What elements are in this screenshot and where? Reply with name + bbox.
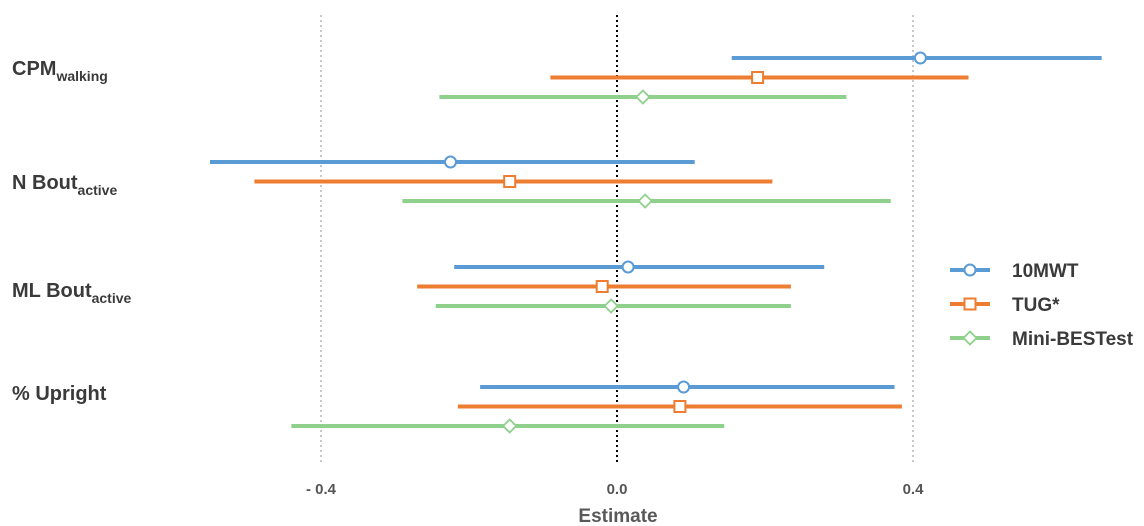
legend-marker xyxy=(962,330,978,346)
point-TUG*-3 xyxy=(673,400,687,413)
legend-marker xyxy=(963,263,977,277)
point-10MWT-3 xyxy=(677,380,691,394)
category-label-1: N Boutactive xyxy=(12,172,117,198)
category-labels: CPMwalking N Boutactive ML Boutactive % Upr… xyxy=(12,58,132,405)
point-Mini-BESTest-1 xyxy=(637,193,653,209)
point-TUG*-2 xyxy=(595,280,609,293)
point-10MWT-2 xyxy=(621,260,635,274)
point-TUG*-1 xyxy=(503,175,517,188)
point-Mini-BESTest-3 xyxy=(501,418,518,434)
legend-label: Mini-BESTest xyxy=(1012,329,1134,350)
legend-item-10MWT: 10MWT xyxy=(950,261,1079,282)
x-tick-label-2: 0.4 xyxy=(903,481,925,498)
legend: 10MWT TUG* Mini-BESTest xyxy=(950,261,1134,350)
x-axis-label: Estimate xyxy=(578,506,657,526)
category-label-0: CPMwalking xyxy=(12,58,108,84)
legend-label: 10MWT xyxy=(1012,261,1079,282)
x-tick-label-1: 0.0 xyxy=(607,481,628,498)
point-10MWT-1 xyxy=(444,155,457,169)
point-10MWT-0 xyxy=(913,51,927,65)
x-axis-ticks: - 0.4 0.0 0.4 xyxy=(306,481,924,498)
x-tick-label-0: - 0.4 xyxy=(306,481,337,498)
legend-item-TUG*: TUG* xyxy=(950,295,1060,316)
series-layer xyxy=(210,51,1102,434)
reference-lines xyxy=(320,15,914,462)
point-Mini-BESTest-0 xyxy=(635,89,651,105)
category-label-3: % Upright xyxy=(12,383,107,405)
legend-item-Mini-BESTest: Mini-BESTest xyxy=(950,329,1134,350)
legend-marker xyxy=(963,297,977,311)
point-TUG*-0 xyxy=(751,71,765,84)
legend-label: TUG* xyxy=(1012,295,1060,316)
point-Mini-BESTest-2 xyxy=(603,298,619,314)
category-label-2: ML Boutactive xyxy=(12,280,132,306)
